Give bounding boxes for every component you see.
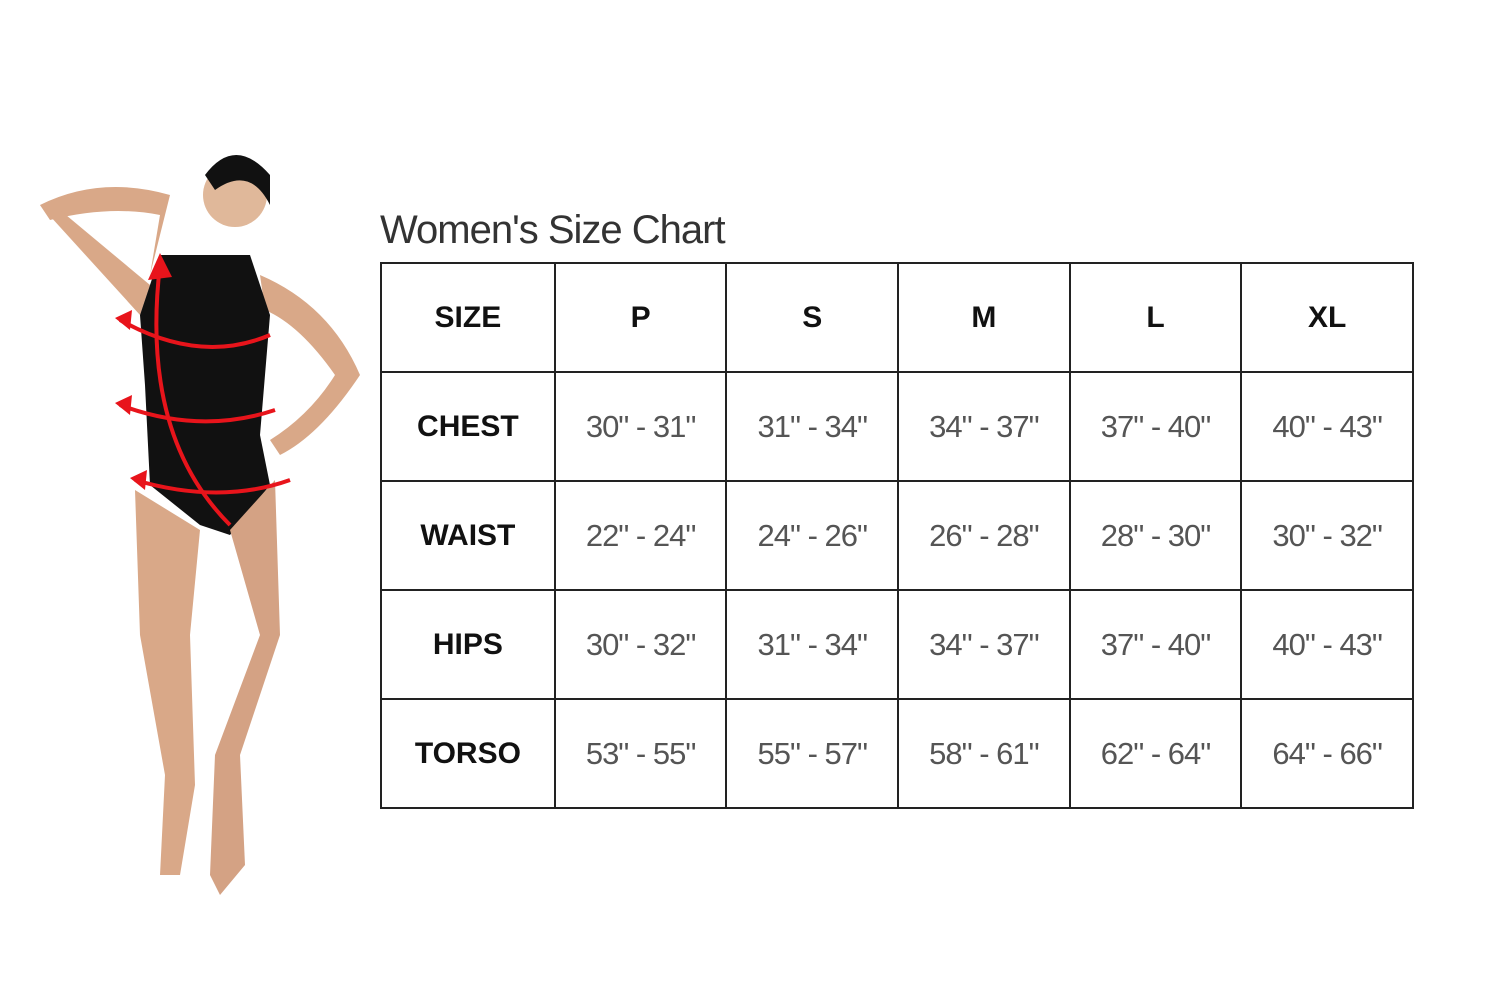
table-row-torso: TORSO 53" - 55" 55" - 57" 58" - 61" 62" …: [380, 698, 1414, 809]
model-figure-with-measurement-arrows: [40, 155, 360, 895]
table-cell: 37" - 40": [1068, 589, 1243, 700]
row-label: TORSO: [380, 698, 556, 809]
table-cell: 64" - 66": [1240, 698, 1414, 809]
chart-title: Women's Size Chart: [380, 208, 726, 252]
table-cell: 22" - 24": [553, 480, 728, 591]
header-cell: S: [725, 262, 900, 373]
row-label: HIPS: [380, 589, 556, 700]
table-cell: 24" - 26": [725, 480, 900, 591]
row-label: CHEST: [380, 371, 556, 482]
table-cell: 37" - 40": [1068, 371, 1243, 482]
table-cell: 26" - 28": [897, 480, 1071, 591]
table-cell: 62" - 64": [1068, 698, 1243, 809]
table-cell: 34" - 37": [897, 589, 1071, 700]
table-cell: 30" - 31": [553, 371, 728, 482]
header-cell: XL: [1240, 262, 1414, 373]
header-cell: P: [553, 262, 728, 373]
row-label: WAIST: [380, 480, 556, 591]
header-cell-size: SIZE: [380, 262, 556, 373]
table-row-waist: WAIST 22" - 24" 24" - 26" 26" - 28" 28" …: [380, 480, 1414, 591]
table-cell: 30" - 32": [553, 589, 728, 700]
arrow-heads: [115, 253, 172, 490]
table-row-hips: HIPS 30" - 32" 31" - 34" 34" - 37" 37" -…: [380, 589, 1414, 700]
table-cell: 40" - 43": [1240, 371, 1414, 482]
header-cell: M: [897, 262, 1071, 373]
table-cell: 28" - 30": [1068, 480, 1243, 591]
table-cell: 55" - 57": [725, 698, 900, 809]
table-cell: 31" - 34": [725, 371, 900, 482]
table-cell: 34" - 37": [897, 371, 1071, 482]
table-cell: 40" - 43": [1240, 589, 1414, 700]
table-cell: 58" - 61": [897, 698, 1071, 809]
table-cell: 53" - 55": [553, 698, 728, 809]
header-cell: L: [1068, 262, 1243, 373]
table-row-chest: CHEST 30" - 31" 31" - 34" 34" - 37" 37" …: [380, 371, 1414, 482]
table-cell: 31" - 34": [725, 589, 900, 700]
size-chart-table: SIZE P S M L XL CHEST 30" - 31" 31" - 34…: [380, 262, 1414, 809]
header-row: SIZE P S M L XL: [380, 262, 1414, 373]
measurement-arrows: [119, 264, 291, 527]
model-figure: [40, 155, 360, 895]
table-cell: 30" - 32": [1240, 480, 1414, 591]
